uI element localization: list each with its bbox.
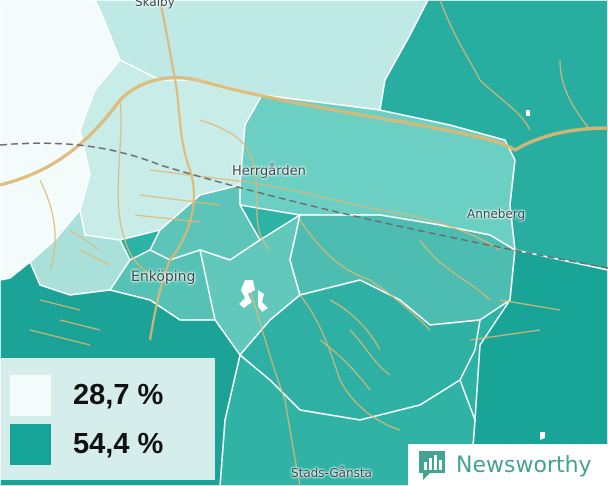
water-feature xyxy=(239,280,255,308)
place-label-skalby: Skalby xyxy=(135,0,175,9)
legend-value-high: 54,4 % xyxy=(73,428,164,460)
legend-item-high: 54,4 % xyxy=(10,424,163,465)
bar-chart-speech-bubble-icon xyxy=(419,451,445,480)
water-feature xyxy=(258,290,268,312)
legend-swatch-high xyxy=(10,424,51,465)
water-feature xyxy=(526,110,530,116)
place-label-anneberg: Anneberg xyxy=(467,207,526,221)
place-label-stads-gansta: Stads-Gånsta xyxy=(291,466,372,480)
water-feature xyxy=(540,432,545,440)
newsworthy-logo: Newsworthy xyxy=(408,444,608,486)
place-label-enkoping: Enköping xyxy=(131,269,196,285)
region-far-east xyxy=(379,0,608,271)
legend-swatch-low xyxy=(10,375,51,416)
legend-value-low: 28,7 % xyxy=(73,379,164,411)
brand-name: Newsworthy xyxy=(456,452,592,478)
legend-item-low: 28,7 % xyxy=(10,375,163,416)
railway xyxy=(0,142,608,269)
place-label-herrgarden: Herrgården xyxy=(232,164,306,179)
map-legend: 28,7 % 54,4 % xyxy=(0,358,215,480)
